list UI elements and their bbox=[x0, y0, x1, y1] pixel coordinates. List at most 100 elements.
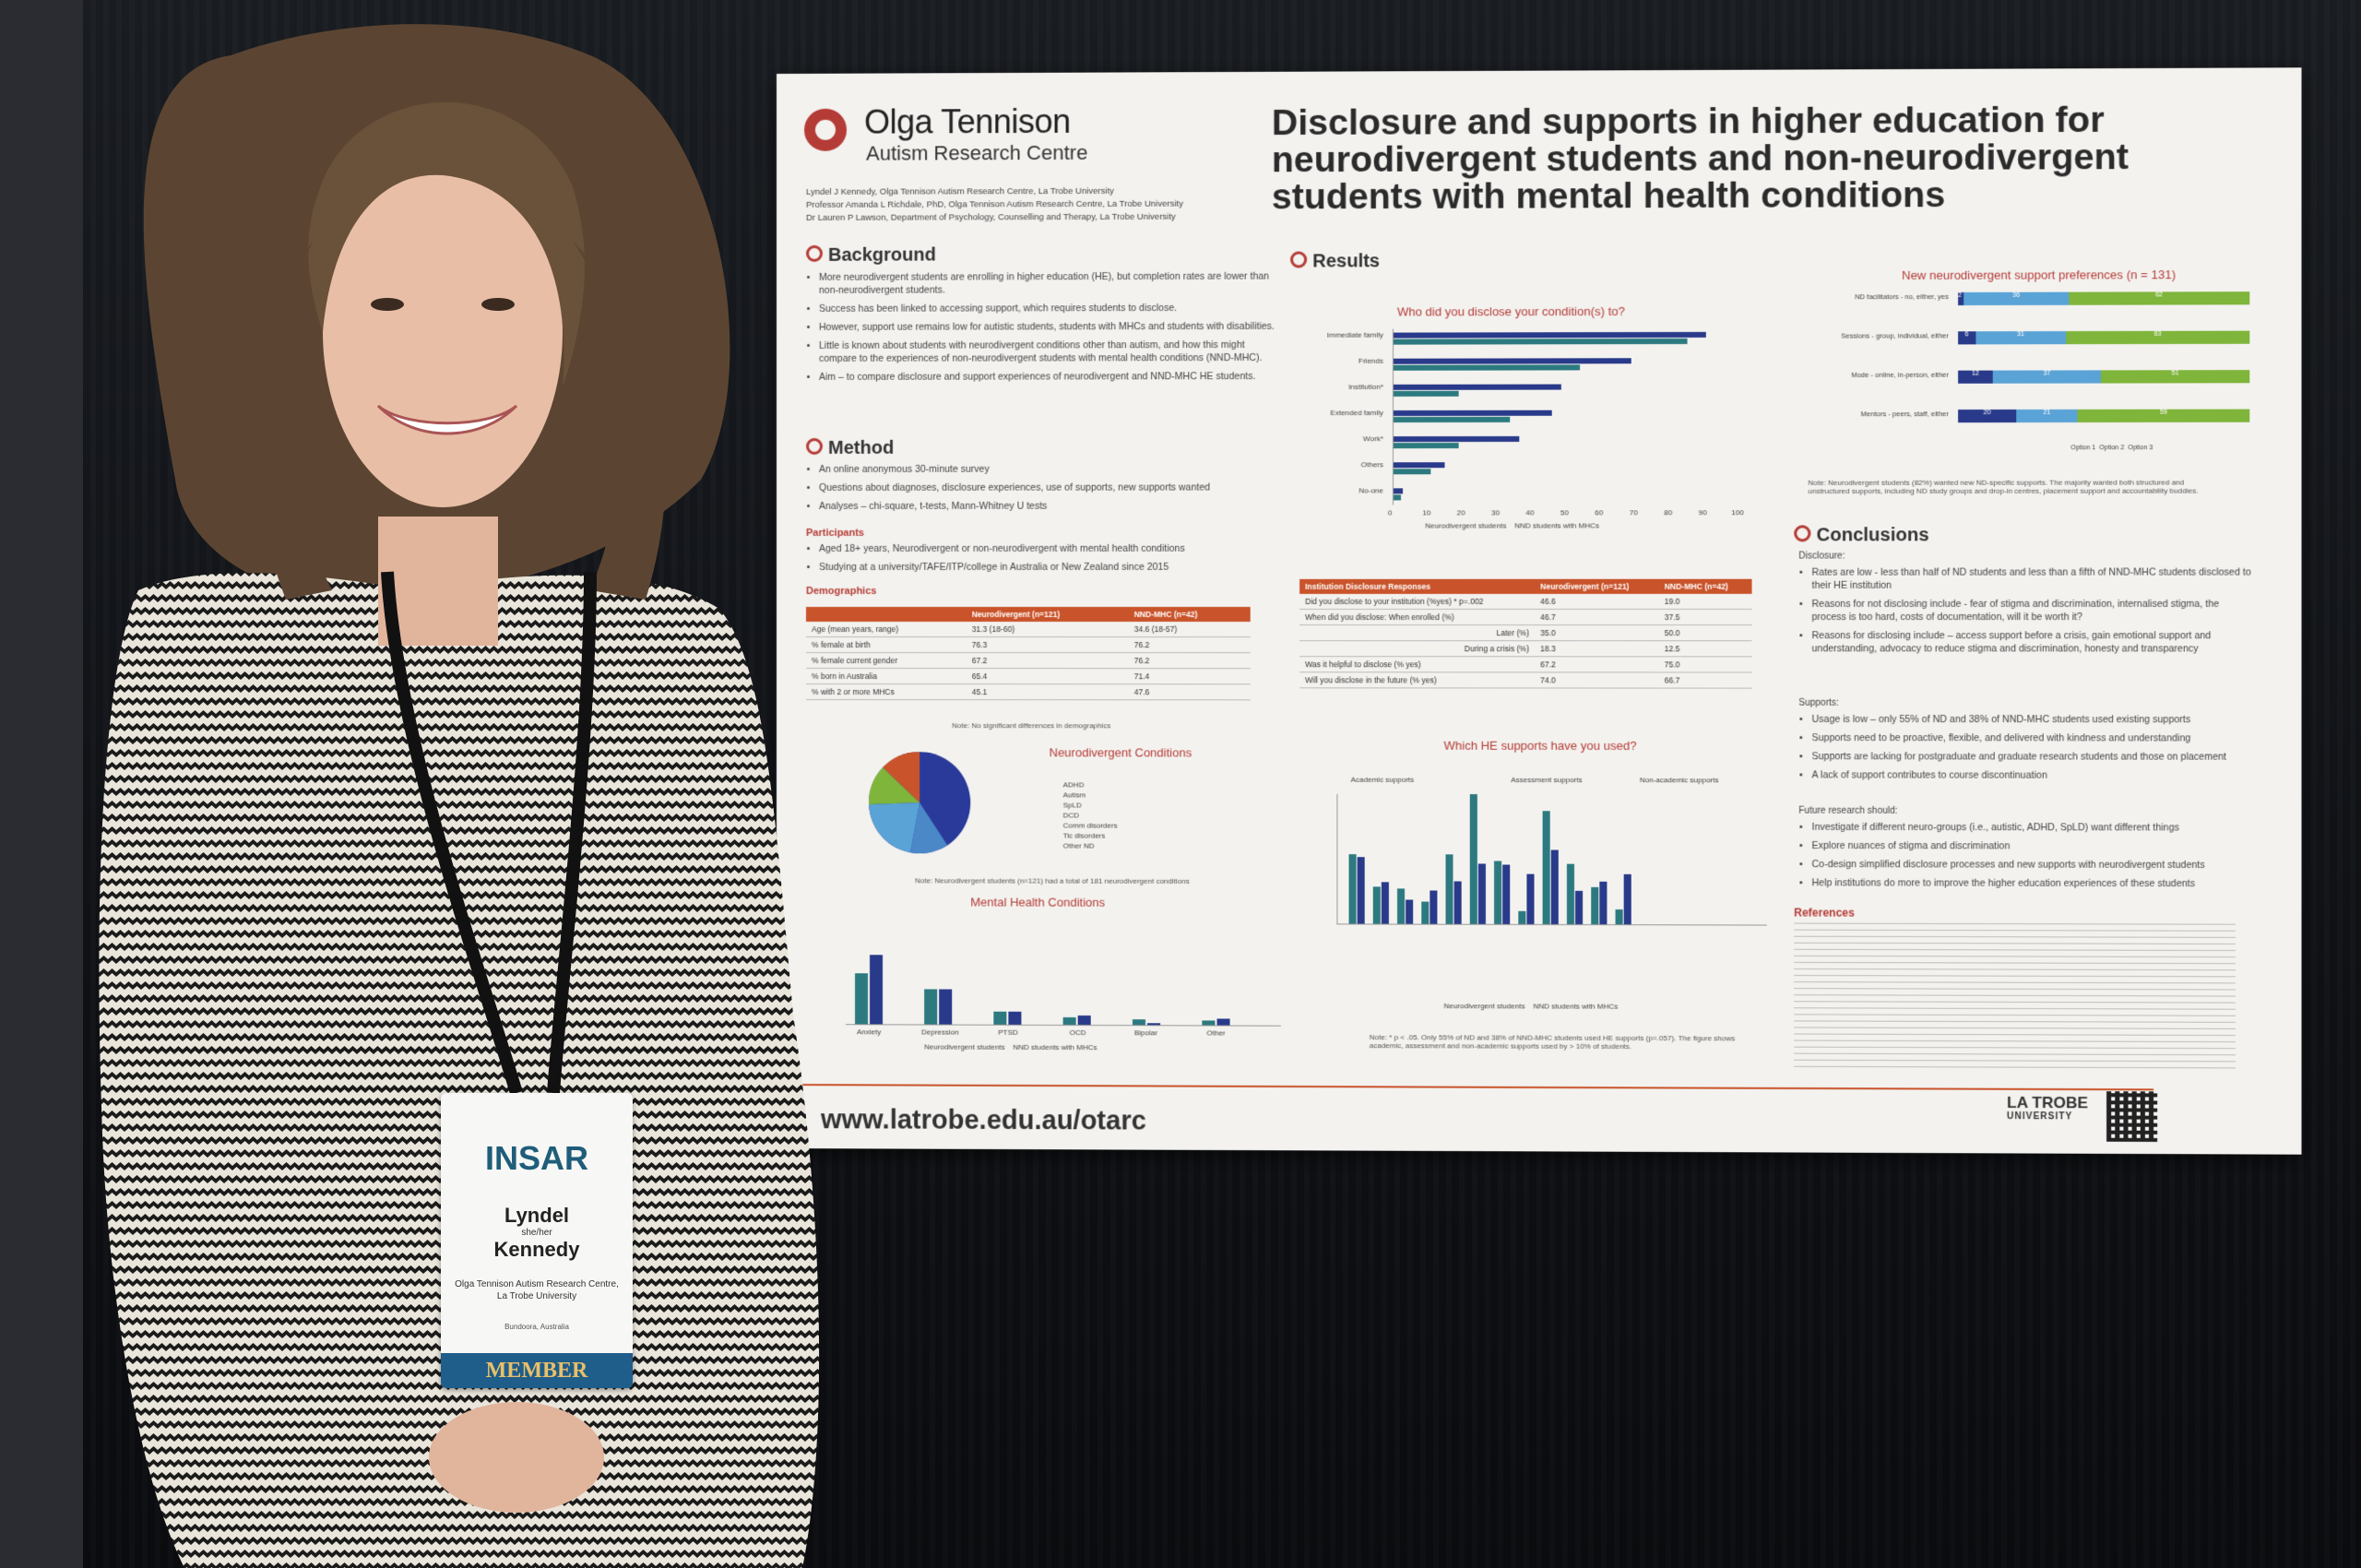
list-item: However, support use remains low for aut… bbox=[819, 320, 1282, 334]
tick-label: 90 bbox=[1699, 508, 1707, 517]
preferences-chart: ND facilitators - no, either, yes 2 36 6… bbox=[1789, 291, 2259, 292]
list-item: Aim – to compare disclosure and support … bbox=[819, 370, 1282, 384]
tick-label: Anxiety bbox=[857, 1028, 881, 1036]
name-badge: INSAR Lyndel she/her Kennedy Olga Tennis… bbox=[441, 1093, 633, 1388]
bar bbox=[1394, 494, 1401, 500]
list-item: An online anonymous 30-minute survey bbox=[819, 462, 1282, 476]
tick-label: 70 bbox=[1630, 508, 1638, 517]
supports-chart bbox=[1336, 794, 1766, 926]
legend-item: DCD bbox=[1063, 810, 1118, 820]
list-item: Help institutions do more to improve the… bbox=[1811, 876, 2253, 890]
legend-item: NND students with MHCs bbox=[1013, 1043, 1097, 1051]
legend-item: Neurodivergent students bbox=[1425, 521, 1506, 529]
supports-label: Supports: bbox=[1798, 698, 1838, 708]
table-row: % female at birth 76.3 76.2 bbox=[806, 637, 1251, 653]
tick-label: 60 bbox=[1595, 508, 1603, 517]
tick-label: 0 bbox=[1388, 508, 1392, 517]
bar bbox=[1394, 410, 1552, 416]
qr-code-icon bbox=[2106, 1091, 2157, 1142]
table-row: % with 2 or more MHCs 45.1 47.6 bbox=[806, 684, 1251, 700]
badge-location: Bundoora, Australia bbox=[441, 1323, 633, 1331]
supports-groups: Academic supports Assessment supports No… bbox=[1332, 776, 1761, 777]
la-trobe-logo: LA TROBE UNIVERSITY bbox=[2007, 1096, 2088, 1124]
mental-health-title: Mental Health Conditions bbox=[970, 895, 1105, 909]
list-item: Little is known about students with neur… bbox=[819, 339, 1282, 365]
org-subtitle: Autism Research Centre bbox=[866, 141, 1087, 166]
author-line: Professor Amanda L Richdale, PhD, Olga T… bbox=[806, 198, 1194, 212]
list-item: Explore nuances of stigma and discrimina… bbox=[1811, 839, 2253, 853]
table-row: Was it helpful to disclose (% yes) 67.2 75… bbox=[1299, 657, 1751, 672]
table-row: % female current gender 67.2 76.2 bbox=[806, 653, 1251, 669]
table-row: During a crisis (%) 18.3 12.5 bbox=[1299, 641, 1751, 657]
bar bbox=[1394, 417, 1510, 422]
bar bbox=[1394, 332, 1706, 339]
disclosure-label: Disclosure: bbox=[1798, 551, 1845, 561]
stacked-bar: 2 36 62 bbox=[1958, 291, 2249, 305]
tick-label: OCD bbox=[1070, 1028, 1086, 1037]
bar bbox=[1078, 1016, 1091, 1025]
mental-health-legend: Neurodivergent students NND students wit… bbox=[924, 1043, 1097, 1052]
tick-label: Friends bbox=[1295, 357, 1383, 365]
tick-label: PTSD bbox=[998, 1028, 1017, 1037]
bar bbox=[870, 955, 883, 1024]
legend-item: NND students with MHCs bbox=[1534, 1002, 1619, 1010]
conclusions-supports-list: Usage is low – only 55% of ND and 38% of… bbox=[1798, 713, 2253, 788]
legend-item: Comm disorders bbox=[1063, 820, 1118, 830]
tick-label: Extended family bbox=[1295, 409, 1383, 417]
future-label: Future research should: bbox=[1798, 806, 1897, 816]
references-text bbox=[1794, 923, 2236, 1074]
row-label: ND facilitators - no, either, yes bbox=[1789, 292, 1949, 301]
table-row: Did you disclose to your institution (%y… bbox=[1299, 594, 1751, 610]
legend-item: Autism bbox=[1063, 790, 1118, 800]
list-item: Usage is low – only 55% of ND and 38% of… bbox=[1811, 713, 2253, 727]
preferences-note: Note: Neurodivergent students (82%) want… bbox=[1808, 478, 2212, 495]
table-header: NND-MHC (n=42) bbox=[1659, 579, 1752, 594]
nd-conditions-note: Note: Neurodivergent students (n=121) ha… bbox=[915, 876, 1190, 885]
institution-disclosure-table: Institution Disclosure Responses Neurodi… bbox=[1299, 579, 1751, 689]
bar bbox=[1202, 1020, 1215, 1025]
list-item: Aged 18+ years, Neurodivergent or non-ne… bbox=[819, 542, 1282, 555]
row-label: Mentors - peers, staff, either bbox=[1789, 410, 1949, 418]
method-list: An online anonymous 30-minute survey Que… bbox=[806, 462, 1282, 518]
bar bbox=[1394, 364, 1580, 370]
stacked-bar: 6 31 63 bbox=[1958, 331, 2249, 345]
legend-item: SpLD bbox=[1063, 800, 1118, 810]
list-item: Supports are lacking for postgraduate an… bbox=[1811, 750, 2253, 764]
list-item: Rates are low - less than half of ND stu… bbox=[1811, 565, 2253, 591]
badge-affiliation: Olga Tennison Autism Research Centre, La… bbox=[441, 1278, 633, 1302]
participants-list: Aged 18+ years, Neurodivergent or non-ne… bbox=[806, 542, 1282, 579]
bar bbox=[1394, 469, 1430, 474]
conclusions-heading: Conclusions bbox=[1794, 525, 1928, 546]
table-row: % born in Australia 65.4 71.4 bbox=[806, 669, 1251, 684]
stacked-bar: 12 37 51 bbox=[1958, 370, 2249, 384]
section-bullet-icon bbox=[1794, 525, 1810, 541]
insar-logo: INSAR bbox=[441, 1139, 633, 1178]
table-header: NND-MHC (n=42) bbox=[1129, 607, 1251, 622]
demographics-table: Neurodivergent (n=121) NND-MHC (n=42) Ag… bbox=[806, 607, 1251, 700]
tick-label: Institution* bbox=[1295, 383, 1383, 391]
author-line: Lyndel J Kennedy, Olga Tennison Autism R… bbox=[806, 185, 1194, 199]
supports-note: Note: * p < .05. Only 55% of ND and 38% … bbox=[1370, 1033, 1762, 1051]
table-header bbox=[806, 607, 967, 622]
legend-item: NND students with MHCs bbox=[1514, 521, 1599, 529]
tick-label: 20 bbox=[1457, 508, 1465, 517]
supports-chart-title: Which HE supports have you used? bbox=[1443, 739, 1636, 753]
tick-label: 50 bbox=[1560, 508, 1569, 517]
list-item: Reasons for not disclosing include - fea… bbox=[1811, 598, 2253, 624]
tick-label: 40 bbox=[1525, 508, 1534, 517]
legend-item: Neurodivergent students bbox=[924, 1043, 1004, 1051]
tick-label: 30 bbox=[1491, 508, 1500, 517]
mental-health-chart bbox=[846, 922, 1281, 1027]
disclose-chart bbox=[1393, 328, 1749, 505]
group-label: Assessment supports bbox=[1511, 776, 1582, 784]
nd-conditions-legend: ADHD Autism SpLD DCD Comm disorders Tic … bbox=[1063, 779, 1118, 850]
stacked-bar: 20 21 59 bbox=[1958, 410, 2249, 423]
presenter-figure bbox=[0, 0, 830, 1568]
list-item: Reasons for disclosing include – access … bbox=[1811, 629, 2253, 655]
list-item: Co-design simplified disclosure processe… bbox=[1811, 858, 2253, 872]
bar bbox=[1394, 462, 1445, 468]
bar bbox=[1394, 391, 1459, 397]
nd-conditions-title: Neurodivergent Conditions bbox=[1050, 745, 1192, 759]
footer-url: www.latrobe.edu.au/otarc bbox=[821, 1105, 1146, 1136]
list-item: Questions about diagnoses, disclosure ex… bbox=[819, 481, 1282, 493]
